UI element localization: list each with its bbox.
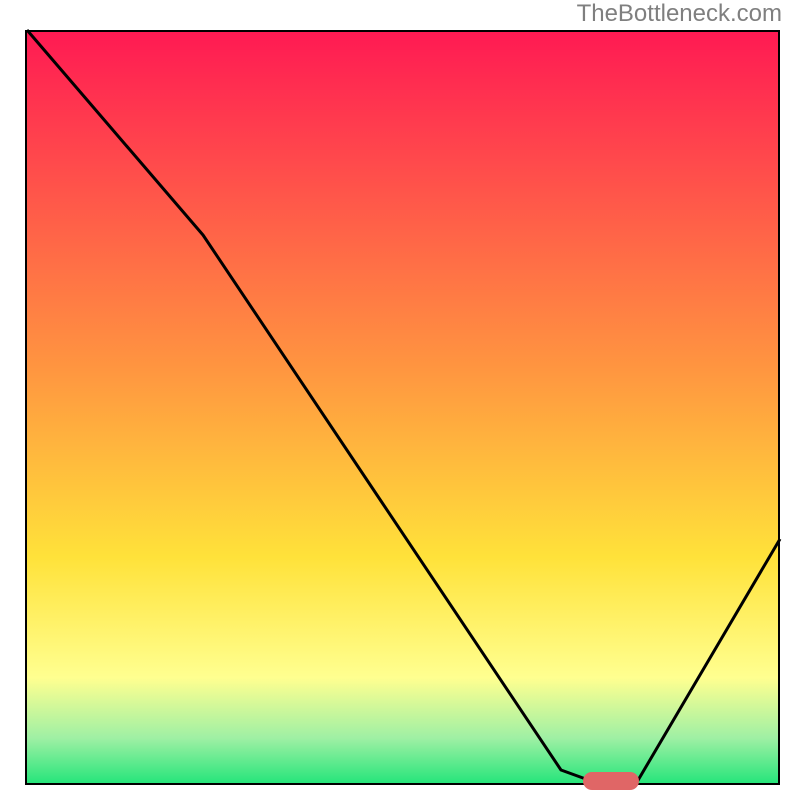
bottleneck-curve bbox=[27, 30, 780, 782]
optimum-marker bbox=[583, 772, 639, 790]
curve-layer bbox=[0, 0, 800, 800]
chart-container: { "attribution": { "text": "TheBottlenec… bbox=[0, 0, 800, 800]
